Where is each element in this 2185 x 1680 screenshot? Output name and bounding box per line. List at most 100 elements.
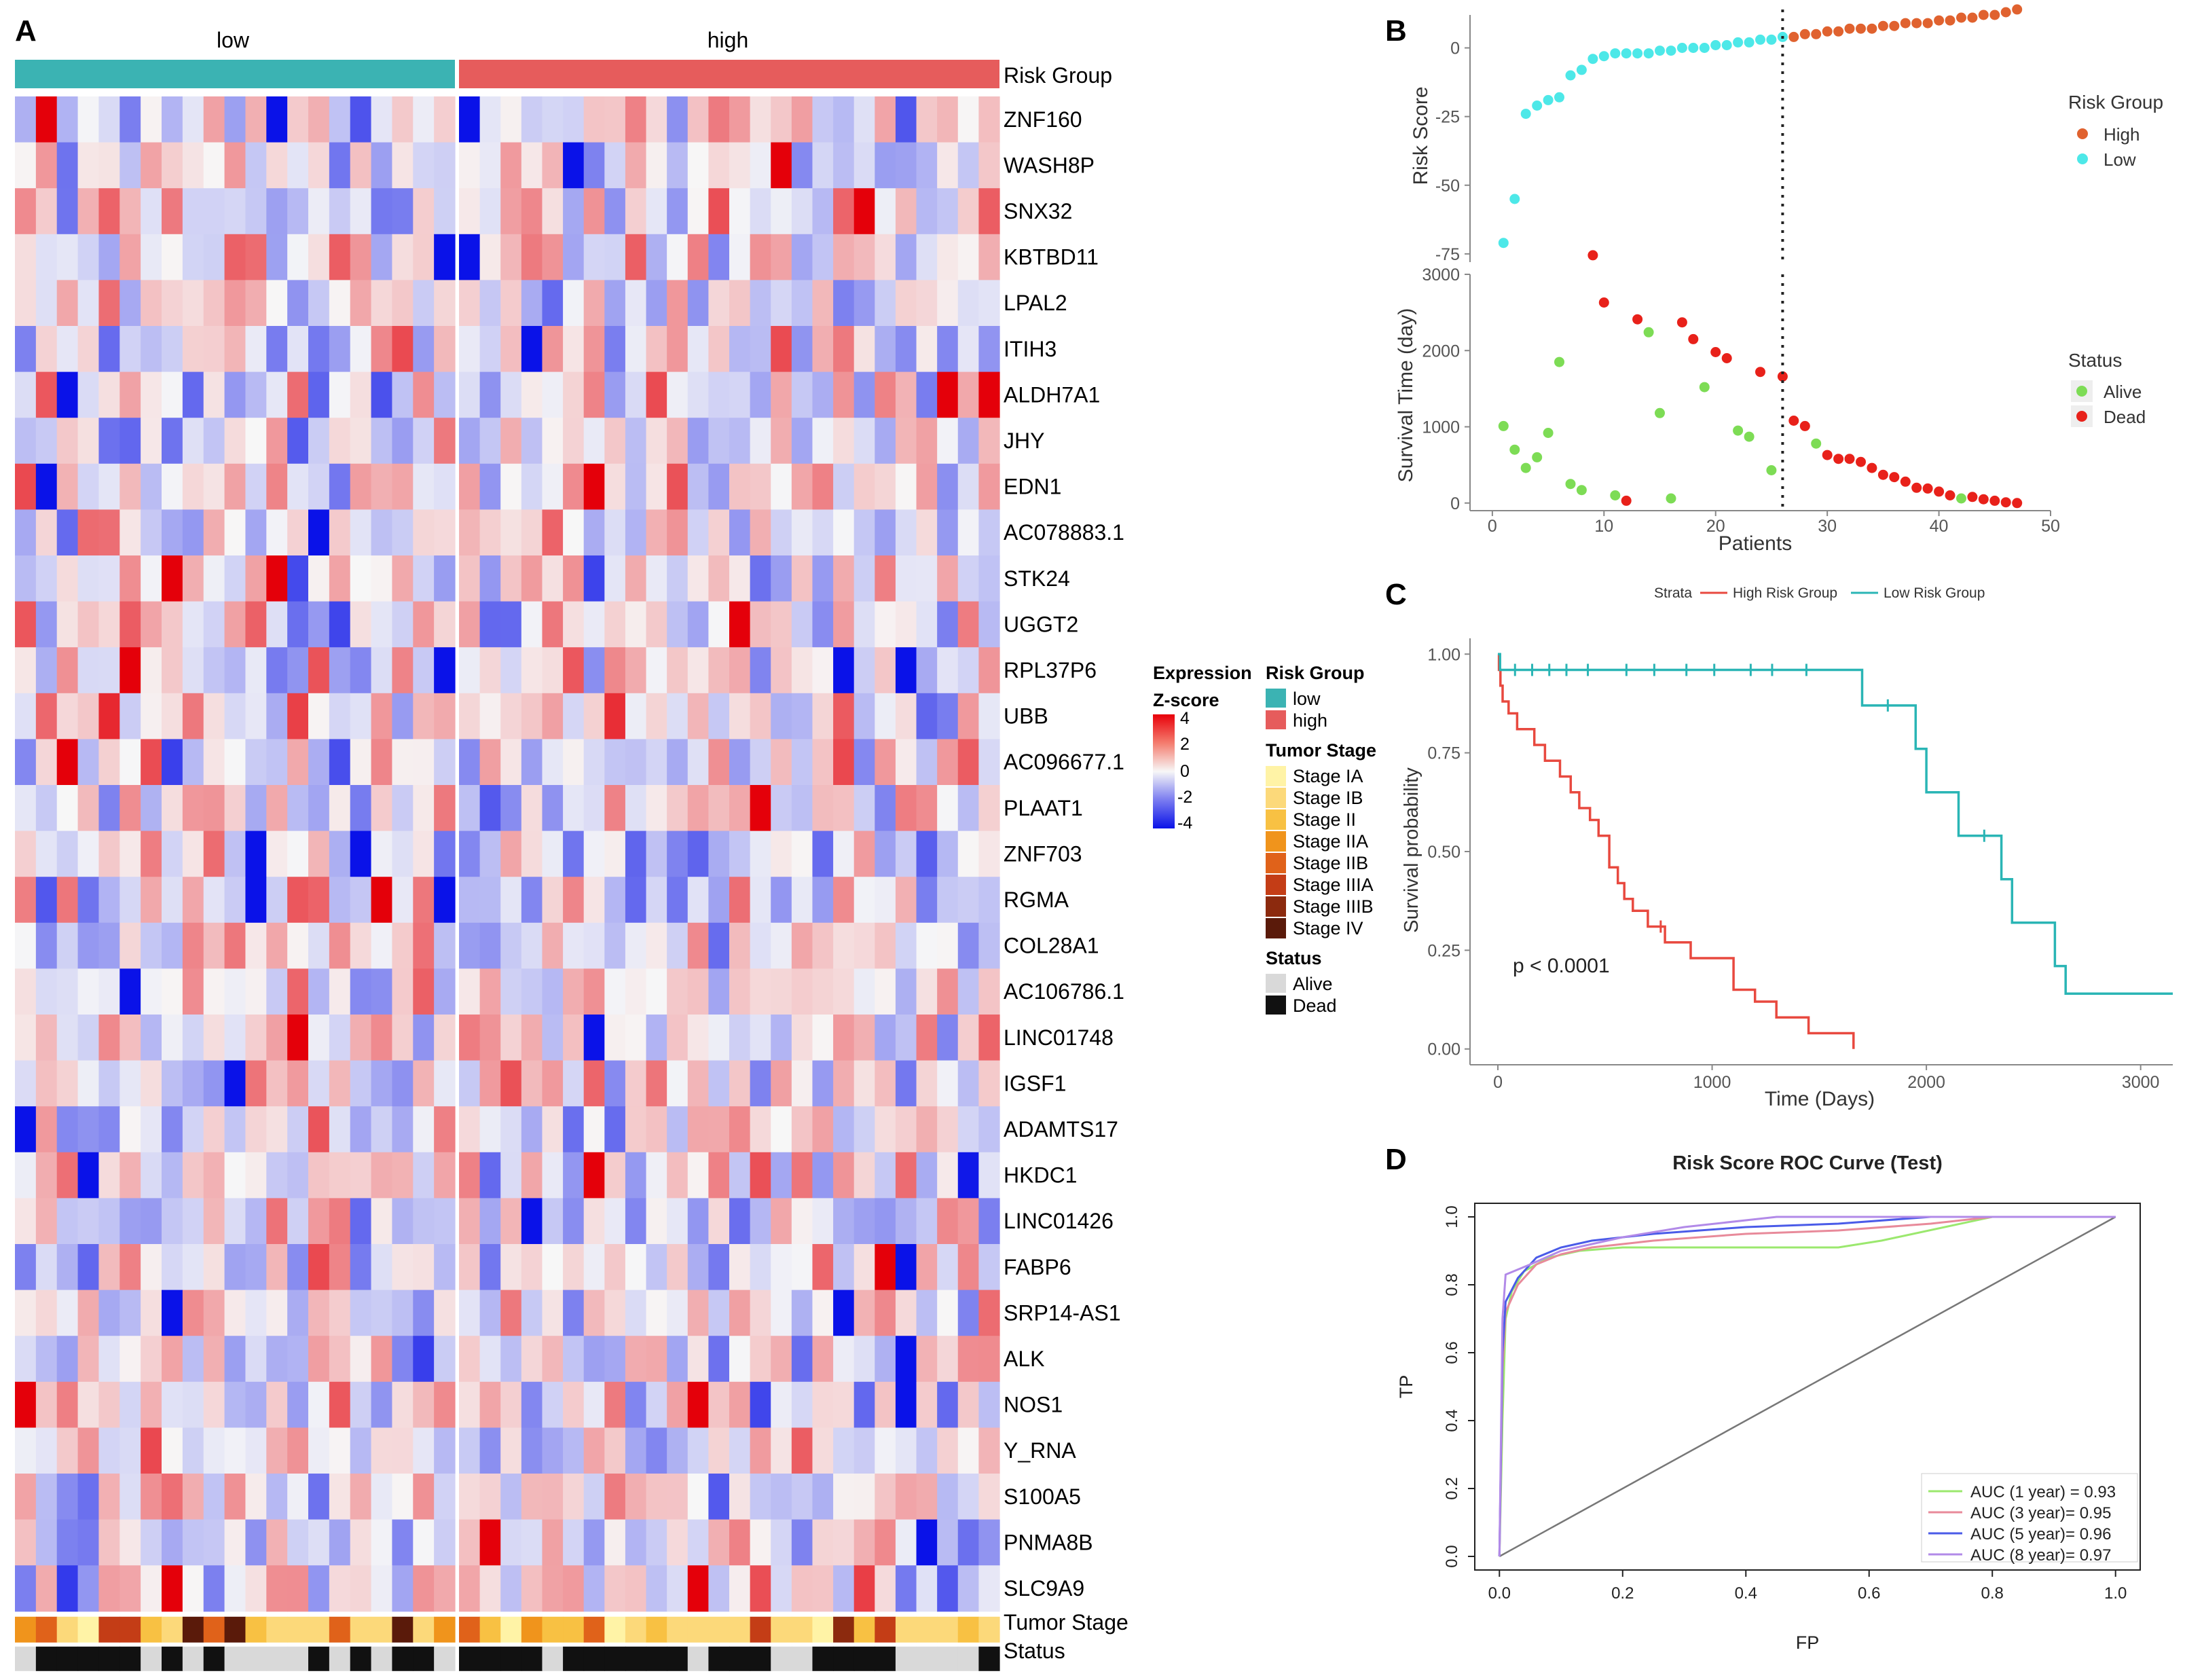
heatmap-cell <box>853 1015 875 1061</box>
heatmap-cell <box>120 1427 141 1474</box>
heatmap-cell <box>957 418 979 464</box>
risk-score-point <box>1610 48 1621 59</box>
status-cell <box>875 1646 896 1671</box>
status-cell <box>687 1646 709 1671</box>
heatmap-cell <box>182 188 204 235</box>
tumor-stage-cell <box>521 1616 543 1643</box>
heatmap-cell <box>916 647 938 694</box>
heatmap-cell <box>750 1244 771 1291</box>
heatmap-cell <box>895 601 917 648</box>
heatmap-cell <box>542 739 564 786</box>
heatmap-cell <box>521 1427 543 1474</box>
heatmap-cell <box>98 739 120 786</box>
heatmap-cell <box>542 1290 564 1336</box>
heatmap-cell <box>287 647 309 694</box>
risk-score-point <box>1788 31 1799 42</box>
survival-point-dead <box>1799 420 1810 431</box>
heatmap-cell <box>413 877 435 924</box>
survival-x-tick-label: 30 <box>1818 517 1837 536</box>
heatmap-cell <box>978 1152 1000 1199</box>
heatmap-cell <box>708 877 730 924</box>
heatmap-cell <box>459 326 481 373</box>
heatmap-cell <box>266 1244 288 1291</box>
heatmap-cell <box>583 234 605 280</box>
heatmap-cell <box>371 96 393 143</box>
heatmap-cell <box>521 693 543 739</box>
heatmap-cell <box>15 142 37 189</box>
km-p-value: p < 0.0001 <box>1513 955 1610 977</box>
heatmap-cell <box>287 234 309 280</box>
heatmap-cell <box>287 693 309 739</box>
heatmap-cell <box>413 1336 435 1383</box>
heatmap-cell <box>182 96 204 143</box>
heatmap-cell <box>203 463 225 510</box>
heatmap-cell <box>392 418 414 464</box>
roc-legend-label: AUC (8 year)= 0.97 <box>1970 1546 2111 1565</box>
heatmap-cell <box>708 326 730 373</box>
heatmap-cell <box>224 234 246 280</box>
heatmap-cell <box>182 555 204 602</box>
status-cell <box>224 1646 246 1671</box>
heatmap-cell <box>77 785 100 832</box>
heatmap-cell <box>371 509 393 556</box>
heatmap-cell <box>35 1106 58 1153</box>
heatmap-cell <box>308 1381 330 1428</box>
heatmap-cell <box>15 234 37 280</box>
status-cell <box>308 1646 330 1671</box>
heatmap-cell <box>413 463 435 510</box>
survival-point-alive <box>1733 425 1744 436</box>
heatmap-cell <box>978 371 1000 418</box>
heatmap-cell <box>98 968 120 1015</box>
heatmap-cell <box>350 142 372 189</box>
heatmap-cell <box>308 188 330 235</box>
heatmap-cell <box>708 1198 730 1245</box>
heatmap-cell <box>266 1152 288 1199</box>
heatmap-cell <box>521 555 543 602</box>
heatmap-cell <box>729 1565 751 1612</box>
heatmap-cell <box>203 326 225 373</box>
heatmap-cell <box>224 1519 246 1566</box>
roc-y-label: TP <box>1396 1375 1416 1399</box>
heatmap-cell <box>287 877 309 924</box>
status-cell <box>120 1646 141 1671</box>
heatmap-cell <box>750 1474 771 1520</box>
tumor-stage-cell <box>833 1616 855 1643</box>
heatmap-cell <box>479 555 501 602</box>
heatmap-cell <box>35 326 58 373</box>
heatmap-cell <box>162 142 183 189</box>
survival-y-tick-label: 2000 <box>1422 342 1460 361</box>
heatmap-cell <box>853 1336 875 1383</box>
heatmap-cell <box>459 555 481 602</box>
heatmap-cell <box>392 739 414 786</box>
heatmap-cell <box>77 1290 100 1336</box>
zscore-tick: -2 <box>1177 788 1192 807</box>
tumor-stage-cell <box>583 1616 605 1643</box>
heatmap-cell <box>750 1519 771 1566</box>
heatmap-cell <box>203 509 225 556</box>
survival-x-tick-label: 40 <box>1930 517 1949 536</box>
risk-score-point <box>1598 51 1609 62</box>
heatmap-cell <box>895 1060 917 1107</box>
heatmap-cell <box>434 142 456 189</box>
heatmap-cell <box>875 1015 896 1061</box>
heatmap-cell <box>392 785 414 832</box>
heatmap-cell <box>459 1015 481 1061</box>
heatmap-cell <box>667 142 688 189</box>
heatmap-cell <box>224 1565 246 1612</box>
legend-stage-label: Stage IA <box>1293 766 1363 786</box>
survival-point-dead <box>1676 317 1687 328</box>
survival-y-tick-label: 3000 <box>1422 266 1460 285</box>
heatmap-cell <box>434 968 456 1015</box>
legend-status-title: Status <box>1266 948 1322 968</box>
survival-point-alive <box>1610 490 1621 500</box>
heatmap-cell <box>937 922 959 969</box>
heatmap-cell <box>98 785 120 832</box>
zscore-tick: 4 <box>1180 709 1190 728</box>
heatmap-cell <box>687 922 709 969</box>
roc-y-tick-label: 0.2 <box>1443 1477 1461 1499</box>
legend-expression-title: Expression <box>1153 663 1252 683</box>
heatmap-cell <box>646 96 667 143</box>
heatmap-cell <box>329 509 351 556</box>
